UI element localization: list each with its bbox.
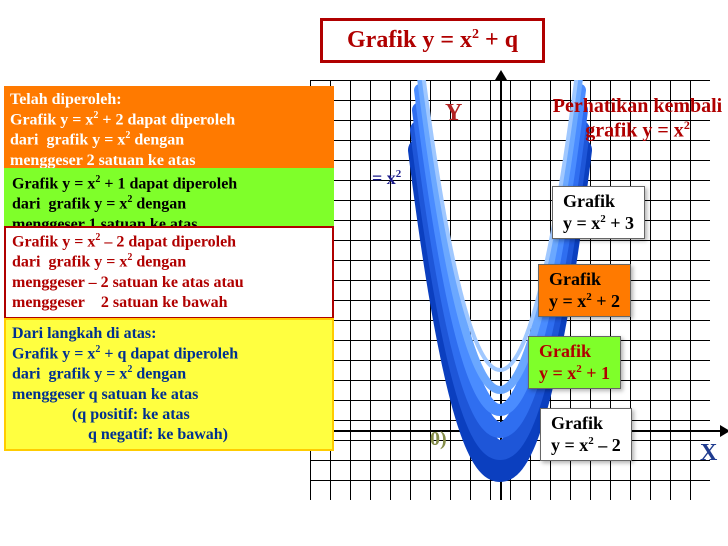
note-box-redframe: Grafik y = x2 – 2 dapat diperolehdari gr… xyxy=(4,226,334,319)
axis-y xyxy=(500,80,502,500)
curve-label-plus2: Grafiky = x2 + 2 xyxy=(538,264,631,317)
axis-label-y: Y xyxy=(445,100,462,127)
axis-label-x: X xyxy=(700,440,717,467)
axis-x xyxy=(300,430,720,432)
note-box-yellow: Dari langkah di atas:Grafik y = x2 + q d… xyxy=(4,318,334,451)
chart-grid xyxy=(310,80,710,500)
curve-label-yx2: = x2 xyxy=(372,168,401,189)
axis-x-arrow-icon xyxy=(720,425,728,437)
note-box-orange: Telah diperoleh:Grafik y = x2 + 2 dapat … xyxy=(4,86,334,175)
chart-title: Grafik y = x2 + q xyxy=(320,18,545,63)
axis-y-arrow-icon xyxy=(495,70,507,80)
curve-label-minus2: Grafiky = x2 – 2 xyxy=(540,408,632,461)
origin-label: 0) xyxy=(430,428,447,451)
subtitle-text: Perhatikan kembali grafik y = x2 xyxy=(545,94,728,143)
curve-label-plus1: Grafiky = x2 + 1 xyxy=(528,336,621,389)
curve-label-plus3: Grafiky = x2 + 3 xyxy=(552,186,645,239)
